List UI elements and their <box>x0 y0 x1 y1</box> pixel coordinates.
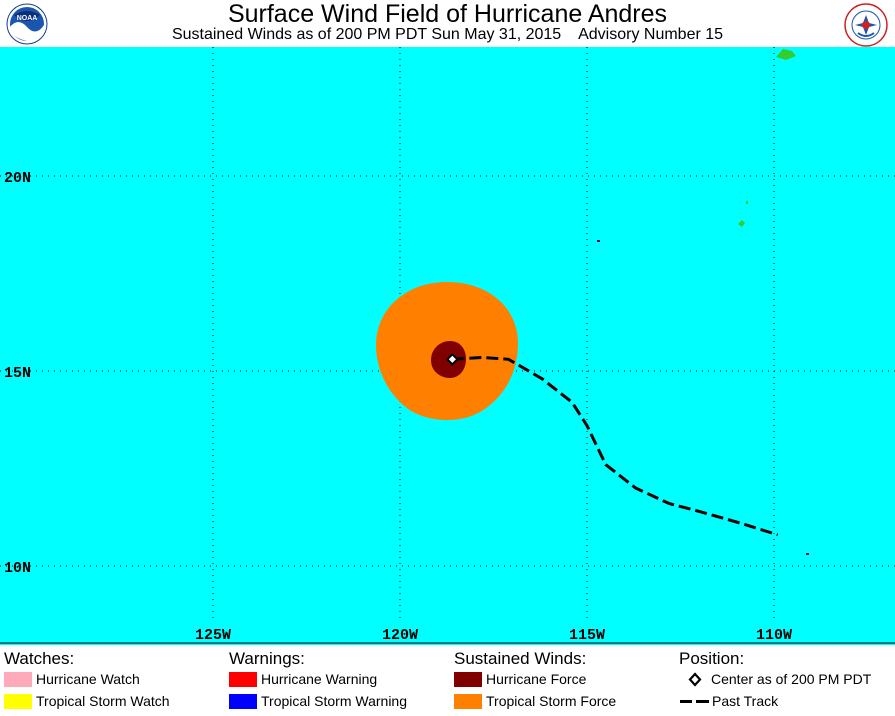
hurricane-watch-swatch <box>4 671 32 687</box>
legend-past-track: Past Track <box>679 693 778 709</box>
legend: Watches: Hurricane Watch Tropical Storm … <box>0 645 895 716</box>
tropical-storm-warning-swatch <box>229 693 257 709</box>
legend-tropical-storm-warning: Tropical Storm Warning <box>229 693 407 709</box>
legend-warnings-heading: Warnings: <box>229 649 305 668</box>
latitude-label: 20N <box>4 170 31 187</box>
latitude-label: 10N <box>4 560 31 577</box>
storm-center-marker <box>445 352 459 366</box>
legend-winds-heading: Sustained Winds: <box>454 649 587 668</box>
legend-label: Center as of 200 PM PDT <box>711 671 872 687</box>
longitude-label: 125W <box>195 627 231 644</box>
legend-hurricane-force: Hurricane Force <box>454 671 586 687</box>
header: Surface Wind Field of Hurricane Andres S… <box>0 0 895 47</box>
island <box>806 553 809 555</box>
legend-label: Hurricane Watch <box>36 671 140 687</box>
land-mass <box>776 49 796 60</box>
map-title: Surface Wind Field of Hurricane Andres <box>227 0 668 28</box>
legend-label: Tropical Storm Watch <box>36 693 170 709</box>
longitude-label: 110W <box>756 627 792 644</box>
legend-label: Tropical Storm Warning <box>261 693 408 709</box>
tropical-storm-watch-swatch <box>4 693 32 709</box>
hurricane-force-swatch <box>454 671 482 687</box>
center-diamond-icon <box>688 671 702 687</box>
past-track-line <box>452 355 779 537</box>
island <box>738 220 745 227</box>
longitude-label: 120W <box>382 627 418 644</box>
longitude-labels: 125W 120W 115W 110W <box>195 627 792 644</box>
center-diamond-icon <box>445 352 459 366</box>
legend-hurricane-warning: Hurricane Warning <box>229 671 377 687</box>
map-subtitle: Sustained Winds as of 200 PM PDT Sun May… <box>171 26 724 43</box>
latitude-labels: 20N 15N 10N <box>4 170 31 577</box>
legend-label: Hurricane Warning <box>261 671 378 687</box>
legend-tropical-storm-watch: Tropical Storm Watch <box>4 693 170 709</box>
wind-field-map[interactable]: 20N 15N 10N 125W 120W 115W 110W <box>0 47 895 645</box>
legend-label: Tropical Storm Force <box>486 693 617 709</box>
past-track-line-icon <box>680 699 709 703</box>
longitude-label: 115W <box>569 627 605 644</box>
island <box>746 201 748 204</box>
legend-watches-heading: Watches: <box>4 649 75 668</box>
legend-hurricane-watch: Hurricane Watch <box>4 671 140 687</box>
latitude-label: 15N <box>4 365 31 382</box>
hurricane-warning-swatch <box>229 671 257 687</box>
legend-tropical-storm-force: Tropical Storm Force <box>454 693 616 709</box>
legend-label: Past Track <box>712 693 779 709</box>
noaa-logo: NOAA <box>6 3 48 45</box>
noaa-logo-text: NOAA <box>17 15 38 22</box>
island <box>597 240 600 242</box>
legend-label: Hurricane Force <box>486 671 587 687</box>
nws-logo <box>844 3 888 47</box>
legend-center-position: Center as of 200 PM PDT <box>684 671 871 687</box>
legend-position-heading: Position: <box>679 649 745 668</box>
tropical-storm-force-swatch <box>454 693 482 709</box>
